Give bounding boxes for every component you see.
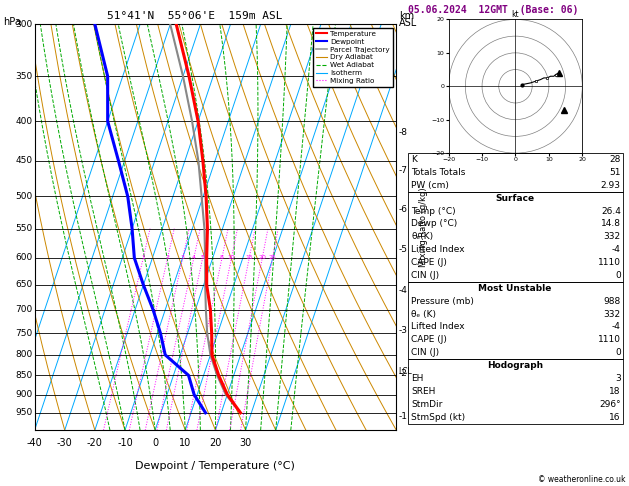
Text: 28: 28 <box>610 155 621 164</box>
Text: 450: 450 <box>16 156 33 165</box>
Text: Lifted Index: Lifted Index <box>411 322 465 331</box>
Text: CIN (J): CIN (J) <box>411 348 440 357</box>
Text: 51°41'N  55°06'E  159m ASL: 51°41'N 55°06'E 159m ASL <box>107 11 283 21</box>
Text: -4: -4 <box>612 322 621 331</box>
Text: 0: 0 <box>152 438 159 448</box>
Text: Dewp (°C): Dewp (°C) <box>411 219 458 228</box>
Text: -30: -30 <box>57 438 72 448</box>
Text: CAPE (J): CAPE (J) <box>411 258 447 267</box>
Text: 332: 332 <box>604 232 621 242</box>
Text: Mixing Ratio (g/kg): Mixing Ratio (g/kg) <box>419 188 428 267</box>
Text: -2: -2 <box>398 369 407 378</box>
Text: 15: 15 <box>245 256 253 260</box>
Text: -7: -7 <box>398 166 407 175</box>
Text: 350: 350 <box>16 72 33 81</box>
Text: 550: 550 <box>16 224 33 233</box>
Text: 700: 700 <box>16 305 33 314</box>
Text: StmDir: StmDir <box>411 399 443 409</box>
Text: LCL: LCL <box>398 367 412 376</box>
Text: 500: 500 <box>16 192 33 201</box>
Text: 0: 0 <box>615 348 621 357</box>
Title: kt: kt <box>511 10 520 19</box>
Text: 26.4: 26.4 <box>601 207 621 216</box>
Text: Totals Totals: Totals Totals <box>411 168 465 177</box>
Text: 51: 51 <box>610 168 621 177</box>
Text: Hodograph: Hodograph <box>487 361 543 370</box>
Text: 800: 800 <box>16 350 33 360</box>
Text: EH: EH <box>411 374 424 383</box>
Text: 20: 20 <box>259 256 266 260</box>
Text: 2: 2 <box>165 256 170 260</box>
Text: ASL: ASL <box>399 18 417 28</box>
Legend: Temperature, Dewpoint, Parcel Trajectory, Dry Adiabat, Wet Adiabat, Isotherm, Mi: Temperature, Dewpoint, Parcel Trajectory… <box>313 28 392 87</box>
Text: Temp (°C): Temp (°C) <box>411 207 456 216</box>
Text: 750: 750 <box>16 329 33 338</box>
Text: θₑ(K): θₑ(K) <box>411 232 433 242</box>
Text: θₑ (K): θₑ (K) <box>411 310 437 319</box>
Text: © weatheronline.co.uk: © weatheronline.co.uk <box>538 474 626 484</box>
Text: Lifted Index: Lifted Index <box>411 245 465 254</box>
Text: 2.93: 2.93 <box>601 181 621 190</box>
Text: CIN (J): CIN (J) <box>411 271 440 280</box>
Text: 10: 10 <box>179 438 191 448</box>
Text: 3: 3 <box>181 256 185 260</box>
Text: StmSpd (kt): StmSpd (kt) <box>411 413 465 422</box>
Text: 600: 600 <box>16 253 33 262</box>
Text: Most Unstable: Most Unstable <box>479 284 552 293</box>
Text: 4: 4 <box>192 256 196 260</box>
Text: -4: -4 <box>612 245 621 254</box>
Text: -1: -1 <box>398 412 407 421</box>
Text: 10: 10 <box>228 256 235 260</box>
Text: hPa: hPa <box>3 17 21 27</box>
Text: 30: 30 <box>240 438 252 448</box>
Text: 1110: 1110 <box>598 258 621 267</box>
Text: 14.8: 14.8 <box>601 219 621 228</box>
Text: 900: 900 <box>16 390 33 399</box>
Text: -4: -4 <box>398 286 407 295</box>
Text: PW (cm): PW (cm) <box>411 181 449 190</box>
Text: 332: 332 <box>604 310 621 319</box>
Text: 5: 5 <box>201 256 204 260</box>
Text: 850: 850 <box>16 371 33 380</box>
Text: -6: -6 <box>398 205 407 214</box>
Text: 20: 20 <box>209 438 221 448</box>
Text: -40: -40 <box>26 438 43 448</box>
Text: -10: -10 <box>117 438 133 448</box>
Text: CAPE (J): CAPE (J) <box>411 335 447 345</box>
Text: 05.06.2024  12GMT  (Base: 06): 05.06.2024 12GMT (Base: 06) <box>408 5 578 15</box>
Text: -8: -8 <box>398 127 407 137</box>
Text: 650: 650 <box>16 280 33 289</box>
Text: 300: 300 <box>16 20 33 29</box>
Text: km: km <box>399 11 414 21</box>
Text: SREH: SREH <box>411 387 436 396</box>
Text: 1110: 1110 <box>598 335 621 345</box>
Text: K: K <box>411 155 417 164</box>
Text: 3: 3 <box>615 374 621 383</box>
Text: 950: 950 <box>16 408 33 417</box>
Text: 988: 988 <box>604 296 621 306</box>
Text: 400: 400 <box>16 117 33 126</box>
Text: 1: 1 <box>142 256 145 260</box>
Text: 18: 18 <box>610 387 621 396</box>
Text: -3: -3 <box>398 327 407 335</box>
Text: Surface: Surface <box>496 193 535 203</box>
Text: 8: 8 <box>220 256 224 260</box>
Text: 296°: 296° <box>599 399 621 409</box>
Text: 0: 0 <box>615 271 621 280</box>
Text: 25: 25 <box>269 256 277 260</box>
Text: -5: -5 <box>398 245 407 255</box>
Text: Pressure (mb): Pressure (mb) <box>411 296 474 306</box>
Text: 16: 16 <box>610 413 621 422</box>
Text: -20: -20 <box>87 438 103 448</box>
Text: Dewpoint / Temperature (°C): Dewpoint / Temperature (°C) <box>135 461 296 470</box>
